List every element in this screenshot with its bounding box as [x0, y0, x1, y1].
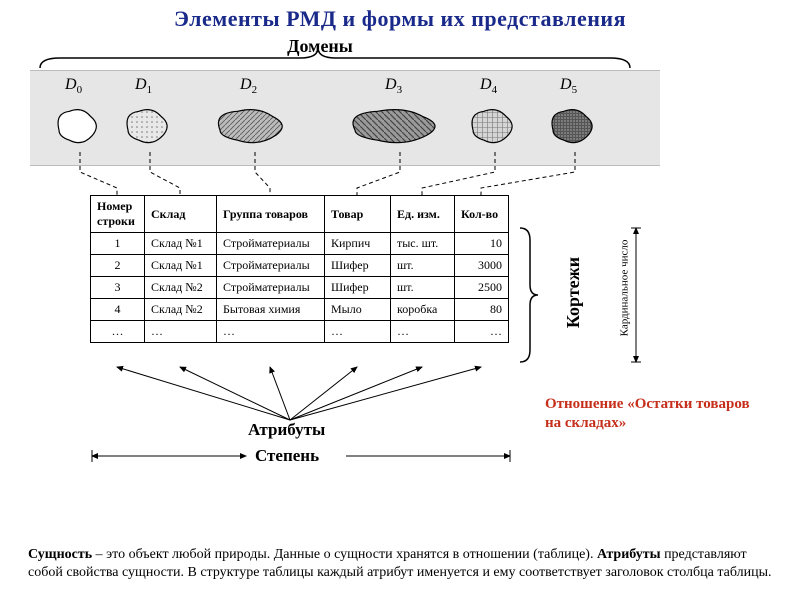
relation-table: НомерстрокиСкладГруппа товаровТоварЕд. и… [90, 195, 509, 343]
table-row: ……………… [91, 321, 509, 343]
table-cell: 3000 [455, 255, 509, 277]
table-cell: … [455, 321, 509, 343]
table-cell: 2 [91, 255, 145, 277]
table-cell: … [325, 321, 391, 343]
table-cell: шт. [391, 277, 455, 299]
table-row: 3Склад №2СтройматериалыШифершт.2500 [91, 277, 509, 299]
table-cell: Стройматериалы [217, 233, 325, 255]
table-cell: Шифер [325, 255, 391, 277]
table-cell: Склад №2 [145, 299, 217, 321]
col-header: Товар [325, 196, 391, 233]
table-cell: … [217, 321, 325, 343]
col-header: Кол-во [455, 196, 509, 233]
table-row: 2Склад №1СтройматериалыШифершт.3000 [91, 255, 509, 277]
table-cell: 4 [91, 299, 145, 321]
table-cell: тыс. шт. [391, 233, 455, 255]
table-row: 4Склад №2Бытовая химияМылокоробка80 [91, 299, 509, 321]
domain-label-5: D5 [560, 76, 577, 96]
domain-label-0: D0 [65, 76, 82, 96]
tuples-label: Кортежи [563, 257, 584, 328]
domain-label-3: D3 [385, 76, 402, 96]
table-cell: 80 [455, 299, 509, 321]
col-header: Склад [145, 196, 217, 233]
table-cell: Мыло [325, 299, 391, 321]
table-cell: … [91, 321, 145, 343]
table-cell: Склад №1 [145, 255, 217, 277]
col-header: Номерстроки [91, 196, 145, 233]
table-cell: Стройматериалы [217, 277, 325, 299]
table-cell: Бытовая химия [217, 299, 325, 321]
table-cell: шт. [391, 255, 455, 277]
cardinal-label: Кардинальное число [618, 240, 630, 337]
page-title: Элементы РМД и формы их представления [0, 6, 800, 32]
domains-label: Домены [220, 36, 420, 57]
table-cell: Кирпич [325, 233, 391, 255]
table-row: 1Склад №1СтройматериалыКирпичтыс. шт.10 [91, 233, 509, 255]
domain-label-2: D2 [240, 76, 257, 96]
attributes-label: Атрибуты [248, 420, 325, 440]
table-cell: Стройматериалы [217, 255, 325, 277]
table-cell: Склад №1 [145, 233, 217, 255]
domain-label-1: D1 [135, 76, 152, 96]
table-cell: … [391, 321, 455, 343]
table-cell: 1 [91, 233, 145, 255]
body-text: Сущность – это объект любой природы. Дан… [28, 546, 772, 582]
degree-label: Степень [255, 446, 319, 466]
table-cell: коробка [391, 299, 455, 321]
table-cell: Шифер [325, 277, 391, 299]
col-header: Группа товаров [217, 196, 325, 233]
col-header: Ед. изм. [391, 196, 455, 233]
table-cell: Склад №2 [145, 277, 217, 299]
domain-label-4: D4 [480, 76, 497, 96]
table-cell: 3 [91, 277, 145, 299]
relation-caption: Отношение «Остатки товаров на складах» [545, 395, 755, 433]
table-cell: … [145, 321, 217, 343]
table-cell: 10 [455, 233, 509, 255]
table-cell: 2500 [455, 277, 509, 299]
